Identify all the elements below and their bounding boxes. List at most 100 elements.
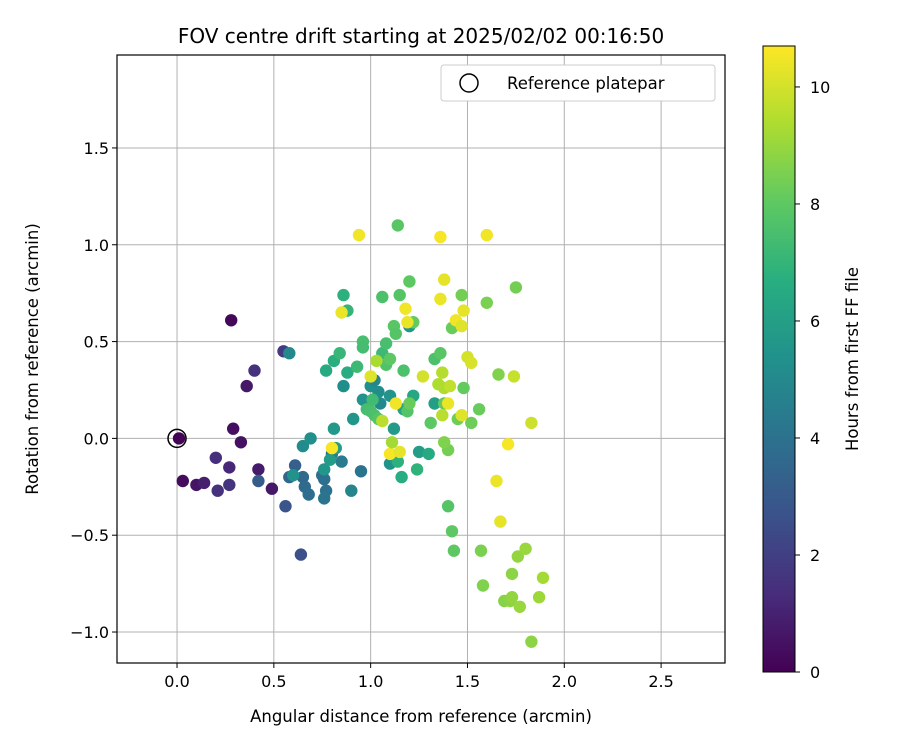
data-points	[172, 219, 550, 648]
data-point	[318, 492, 331, 505]
data-point	[412, 445, 426, 459]
data-point	[265, 482, 279, 495]
x-tick-label: 1.0	[358, 672, 383, 691]
data-point	[393, 445, 406, 459]
data-point	[434, 230, 447, 244]
x-tick-label: 0.0	[164, 672, 189, 691]
x-axis-label: Angular distance from reference (arcmin)	[250, 707, 592, 726]
data-point	[410, 463, 424, 476]
data-point	[395, 470, 408, 484]
colorbar-tick-label: 10	[810, 78, 830, 97]
data-point	[513, 600, 526, 613]
data-point	[441, 397, 455, 410]
data-point	[279, 500, 292, 513]
data-point	[240, 379, 253, 393]
data-point	[443, 379, 457, 393]
y-tick-label: −0.5	[70, 526, 109, 545]
data-point	[364, 370, 377, 383]
data-point	[252, 474, 265, 488]
data-point	[465, 356, 478, 370]
y-axis-ticks: −1.0 −0.5 0.0 0.5 1.0 1.5	[70, 139, 117, 642]
colorbar-tick-label: 6	[810, 312, 820, 331]
data-point	[501, 438, 515, 451]
plot-frame	[116, 54, 726, 664]
x-tick-label: 0.5	[261, 672, 286, 691]
data-point	[438, 436, 451, 449]
data-point	[509, 281, 523, 294]
data-point	[288, 459, 302, 472]
data-point	[318, 463, 331, 476]
y-tick-label: −1.0	[70, 623, 109, 642]
data-point	[225, 314, 238, 327]
data-point	[223, 478, 236, 492]
colorbar-gradient	[762, 45, 796, 673]
data-point	[283, 347, 296, 360]
data-point	[389, 327, 402, 340]
data-point	[480, 296, 493, 309]
data-point	[366, 393, 379, 406]
data-point	[172, 432, 186, 445]
data-point	[505, 567, 519, 581]
data-point	[350, 360, 364, 373]
data-point	[356, 341, 370, 354]
data-point	[511, 550, 524, 563]
data-point	[370, 354, 383, 368]
data-point	[354, 465, 368, 478]
data-point	[379, 337, 393, 350]
data-point	[333, 347, 346, 360]
data-point	[399, 302, 412, 315]
data-point	[457, 381, 470, 395]
data-point	[507, 370, 521, 383]
data-point	[525, 635, 538, 648]
y-tick-label: 1.0	[84, 236, 109, 255]
data-point	[227, 422, 240, 435]
data-point	[416, 370, 430, 383]
data-point	[341, 366, 354, 379]
reference-platepar-marker	[167, 428, 187, 449]
x-axis-ticks: 0.0 0.5 1.0 1.5 2.0 2.5	[164, 663, 674, 691]
data-point	[385, 436, 399, 449]
data-point	[209, 451, 222, 464]
data-point	[335, 306, 348, 319]
data-point	[302, 488, 315, 501]
data-point	[176, 474, 189, 488]
data-point	[248, 364, 261, 377]
data-point	[525, 416, 538, 430]
data-point	[474, 544, 488, 557]
data-point	[438, 273, 451, 286]
data-point	[432, 378, 445, 391]
data-point	[376, 290, 389, 304]
data-point	[327, 422, 341, 435]
data-point	[403, 275, 416, 288]
data-point	[319, 364, 333, 377]
data-point	[252, 463, 265, 476]
y-tick-label: 0.5	[84, 333, 109, 352]
data-point	[387, 422, 401, 435]
data-point	[532, 591, 546, 604]
data-point	[223, 461, 236, 474]
data-point	[480, 228, 493, 242]
legend-marker-icon	[459, 73, 479, 93]
grid	[117, 55, 725, 663]
data-point	[296, 439, 310, 453]
data-point	[434, 292, 447, 306]
data-point	[519, 542, 532, 555]
data-point	[296, 470, 310, 484]
legend-label: Reference platepar	[507, 74, 665, 93]
data-point	[376, 414, 389, 428]
data-point	[345, 484, 358, 497]
data-point	[337, 288, 350, 302]
data-point	[352, 228, 366, 242]
data-point	[494, 515, 507, 528]
data-point	[397, 364, 410, 377]
data-point	[389, 397, 402, 410]
data-point	[492, 368, 505, 381]
data-point	[536, 571, 550, 584]
colorbar-tick-label: 8	[810, 195, 820, 214]
data-point	[383, 447, 397, 461]
data-point	[393, 288, 406, 302]
data-point	[434, 347, 447, 360]
legend: Reference platepar	[440, 64, 716, 102]
x-tick-label: 1.5	[455, 672, 480, 691]
colorbar-tick-label: 4	[810, 429, 820, 448]
